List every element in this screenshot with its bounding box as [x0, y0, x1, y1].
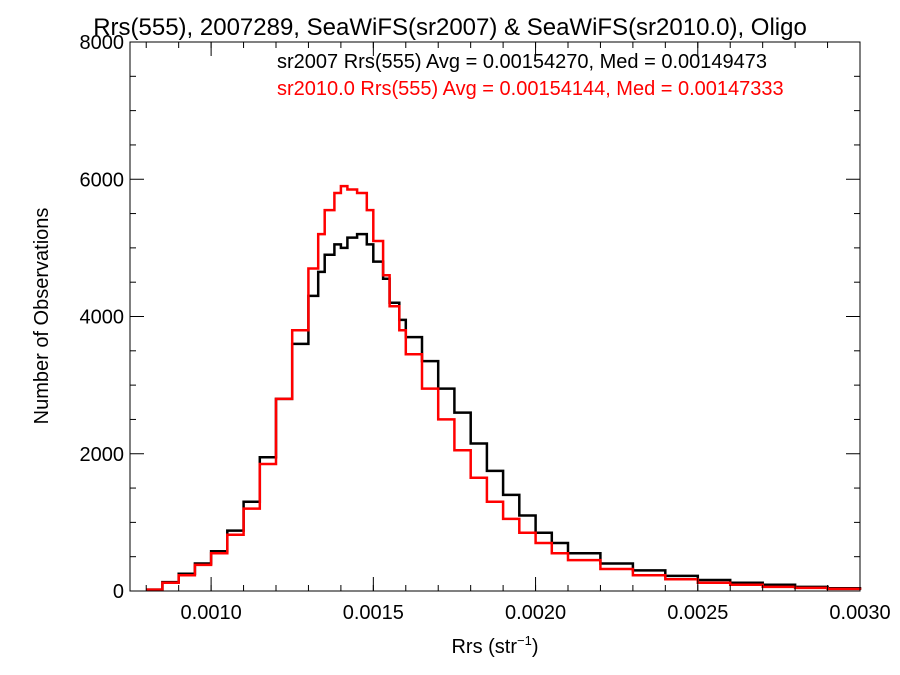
- y-tick-label: 6000: [80, 169, 125, 191]
- x-axis-label-superscript: −1: [517, 633, 532, 648]
- y-tick-label: 8000: [80, 32, 125, 54]
- x-tick-label: 0.0015: [343, 602, 404, 624]
- y-tick-label: 0: [113, 581, 124, 603]
- annotation-sr2007: sr2007 Rrs(555) Avg = 0.00154270, Med = …: [277, 51, 767, 73]
- y-axis-label: Number of Observations: [31, 208, 53, 425]
- x-axis-ticks: 0.0010 0.0015 0.0020 0.0025 0.0030: [145, 42, 891, 624]
- y-tick-label: 2000: [80, 444, 125, 466]
- x-tick-label: 0.0020: [505, 602, 566, 624]
- x-tick-label: 0.0010: [181, 602, 242, 624]
- y-tick-label: 4000: [80, 307, 125, 329]
- annotation-sr2010: sr2010.0 Rrs(555) Avg = 0.00154144, Med …: [277, 78, 784, 100]
- x-axis-label-close: ): [532, 636, 539, 658]
- series-line-0: [146, 232, 862, 591]
- plot-frame: [129, 41, 861, 592]
- chart-title: Rrs(555), 2007289, SeaWiFS(sr2007) & Sea…: [93, 14, 807, 41]
- x-tick-label: 0.0025: [667, 602, 728, 624]
- x-tick-label: 0.0030: [829, 602, 890, 624]
- series-line-1: [146, 184, 862, 591]
- x-axis-label: Rrs (str−1): [451, 633, 538, 658]
- y-axis-ticks: 0 2000 4000 6000 8000: [80, 32, 860, 603]
- x-axis-label-main: Rrs (str: [451, 636, 517, 658]
- series-layer: [146, 184, 862, 591]
